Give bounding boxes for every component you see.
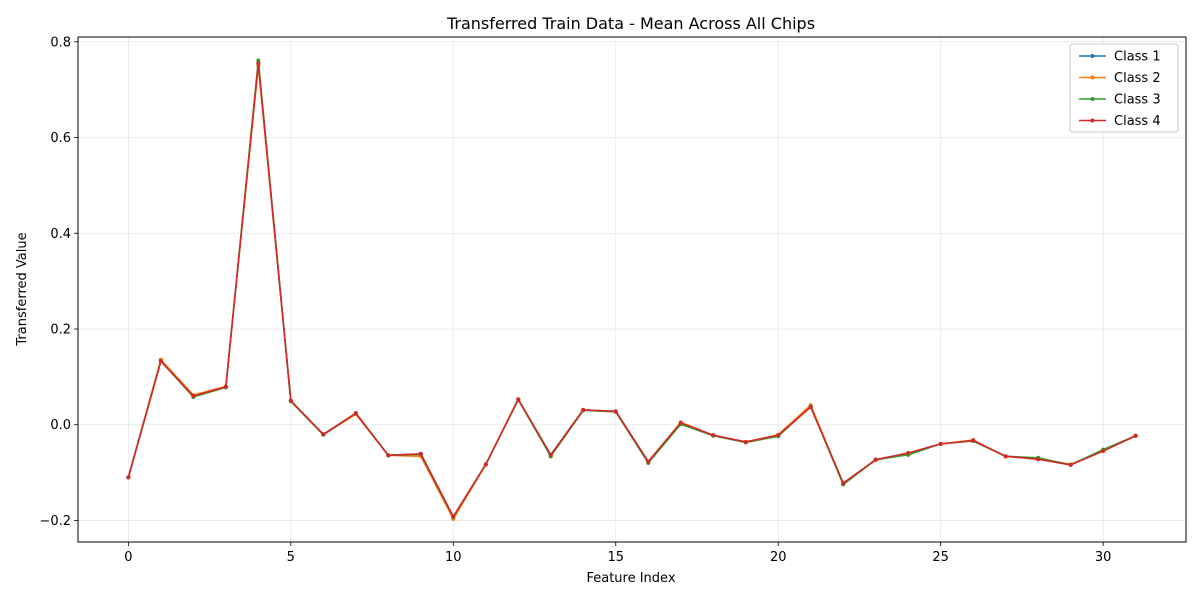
data-point <box>158 359 163 364</box>
data-point <box>906 450 911 455</box>
legend-marker <box>1090 97 1095 101</box>
legend-marker <box>1090 118 1095 123</box>
data-point <box>776 433 781 438</box>
data-point <box>581 407 586 412</box>
x-tick-label: 25 <box>932 550 949 565</box>
data-point <box>256 58 261 63</box>
data-point <box>841 481 846 486</box>
data-point <box>646 459 651 464</box>
data-point <box>1133 433 1138 438</box>
y-tick-label: 0.6 <box>50 131 71 146</box>
data-point <box>938 441 943 446</box>
y-tick-label: 0.2 <box>50 322 71 337</box>
legend-label: Class 2 <box>1114 71 1161 86</box>
data-point <box>223 384 228 389</box>
y-tick-label: 0.4 <box>50 227 71 242</box>
grid-lines <box>78 37 1186 542</box>
x-tick-label: 15 <box>607 550 624 565</box>
data-point <box>451 514 456 519</box>
data-point <box>516 397 521 402</box>
legend-label: Class 3 <box>1114 93 1161 108</box>
x-axis-label: Feature Index <box>586 571 675 586</box>
data-point <box>386 453 391 458</box>
data-point <box>548 452 553 457</box>
x-tick-label: 30 <box>1095 550 1112 565</box>
data-point <box>418 451 423 456</box>
plot-area-frame <box>77 36 1187 543</box>
legend-marker <box>1090 54 1095 58</box>
data-point <box>353 411 358 416</box>
data-point <box>483 462 488 467</box>
series-line-class-4 <box>127 62 1136 518</box>
legend-label: Class 4 <box>1114 114 1161 129</box>
legend-item: Class 2 <box>1079 71 1161 86</box>
legend: Class 1 Class 2 Class 3 Class 4 <box>1069 43 1179 133</box>
y-tick-label: −0.2 <box>39 514 71 529</box>
y-axis: −0.2 0.0 0.2 0.4 0.6 0.8 <box>39 35 78 529</box>
data-point <box>288 398 293 403</box>
data-point <box>711 433 716 438</box>
data-point <box>126 475 131 480</box>
data-point <box>256 61 261 66</box>
series-layer <box>126 58 1138 522</box>
x-axis: 0 5 10 15 20 25 30 <box>124 542 1111 565</box>
y-tick-label: 0.0 <box>50 418 71 433</box>
legend-item: Class 4 <box>1079 114 1161 129</box>
x-tick-label: 20 <box>770 550 787 565</box>
legend-box <box>1069 43 1179 133</box>
data-point <box>873 457 878 462</box>
data-point <box>191 394 196 399</box>
legend-marker <box>1090 75 1095 80</box>
data-point <box>321 432 326 437</box>
x-tick-label: 10 <box>445 550 462 565</box>
y-tick-label: 0.8 <box>50 35 71 50</box>
data-point <box>1068 462 1073 467</box>
chart-title: Transferred Train Data - Mean Across All… <box>446 14 815 33</box>
data-point <box>613 409 618 414</box>
x-tick-label: 0 <box>124 550 132 565</box>
data-point <box>971 438 976 443</box>
data-point <box>1101 449 1106 454</box>
y-axis-label: Transferred Value <box>15 232 30 346</box>
x-tick-label: 5 <box>287 550 295 565</box>
data-point <box>743 439 748 444</box>
legend-item: Class 3 <box>1079 93 1161 108</box>
data-point <box>678 420 683 425</box>
legend-label: Class 1 <box>1114 50 1161 65</box>
series-class-4 <box>126 61 1138 519</box>
legend-item: Class 1 <box>1079 50 1161 65</box>
data-point <box>1036 457 1041 462</box>
data-point <box>808 405 813 410</box>
data-point <box>1003 454 1008 459</box>
